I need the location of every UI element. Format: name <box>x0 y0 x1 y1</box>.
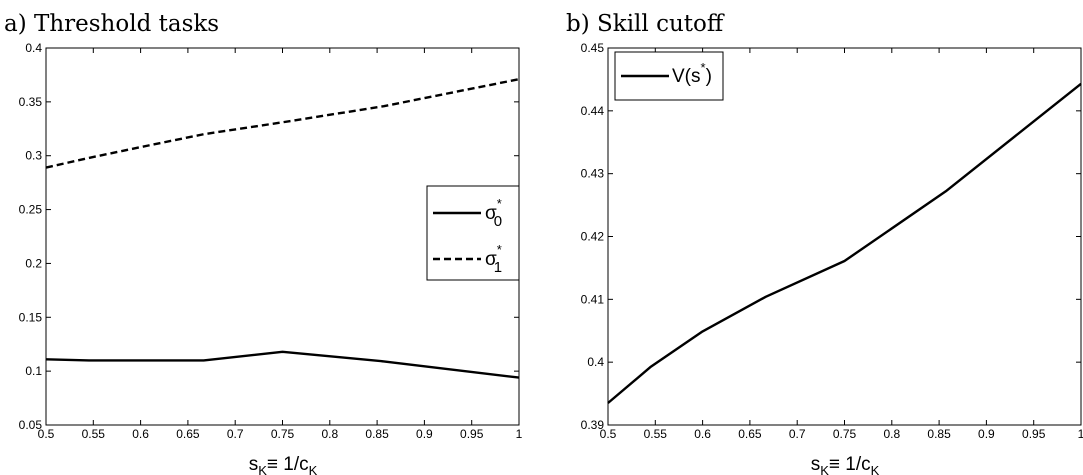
y-tick-label: 0.42 <box>581 230 605 244</box>
y-tick-label: 0.44 <box>581 104 605 118</box>
panel-b-axes: 0.5 0.55 0.6 0.65 0.7 0.75 0.8 0.85 0.9 0.95 1 0.39… <box>581 41 1083 441</box>
panel-b-title: b) Skill cutoff <box>566 11 725 37</box>
panel-b: b) Skill cutoff 0.5 0.55 0.6 0.65 0.7 0.75 0.8… <box>566 11 1083 475</box>
panel-b-frame <box>607 47 1082 426</box>
x-tick-label: 0.6 <box>132 427 149 441</box>
y-tick-label: 0.39 <box>581 418 605 432</box>
legend-label-v: V(s*) <box>672 60 712 87</box>
x-tick-label: 0.75 <box>833 427 857 441</box>
panel-a-legend: σ* 0 σ* 1 <box>426 185 520 281</box>
panel-b-xlabel: sK≡ 1/cK <box>811 454 880 475</box>
x-tick-label: 0.85 <box>927 427 951 441</box>
y-tick-label: 0.1 <box>25 364 42 378</box>
x-tick-label: 0.95 <box>1022 427 1046 441</box>
x-tick-label: 0.7 <box>227 427 244 441</box>
x-tick-label: 0.55 <box>644 427 668 441</box>
y-tick-label: 0.45 <box>581 41 605 55</box>
legend-label-sigma1: σ* 1 <box>485 242 502 276</box>
y-tick-label: 0.35 <box>19 95 43 109</box>
y-tick-label: 0.2 <box>25 256 42 270</box>
y-tick-label: 0.05 <box>19 418 43 432</box>
y-tick-label: 0.3 <box>25 149 42 163</box>
x-tick-label: 0.55 <box>82 427 106 441</box>
panel-b-legend: V(s*) <box>614 51 724 101</box>
x-tick-label: 0.7 <box>789 427 806 441</box>
x-tick-label: 0.65 <box>738 427 762 441</box>
x-tick-label: 0.5 <box>600 427 617 441</box>
series-line-b-0 <box>607 82 1082 404</box>
legend-label-sigma0: σ* 0 <box>485 196 502 230</box>
x-tick-label: 0.9 <box>416 427 433 441</box>
x-tick-label: 0.6 <box>694 427 711 441</box>
y-tick-label: 0.43 <box>581 167 605 181</box>
series-line-a-1 <box>45 78 520 169</box>
x-tick-label: 0.8 <box>321 427 338 441</box>
x-tick-label: 0.85 <box>365 427 389 441</box>
panel-a-title: a) Threshold tasks <box>4 11 219 37</box>
x-tick-label: 1 <box>1078 427 1083 441</box>
panel-b-series <box>607 82 1082 404</box>
x-tick-label: 0.8 <box>883 427 900 441</box>
y-tick-label: 0.15 <box>19 310 43 324</box>
panel-a: a) Threshold tasks 0.5 0.55 0.6 0.65 0.7 0.75… <box>4 11 523 475</box>
y-tick-label: 0.4 <box>587 355 604 369</box>
panel-a-xlabel: sK≡ 1/cK <box>249 454 318 475</box>
panel-a-series <box>45 78 520 379</box>
series-line-a-0 <box>45 350 520 379</box>
y-tick-label: 0.25 <box>19 203 43 217</box>
y-tick-label: 0.4 <box>25 41 42 55</box>
x-tick-label: 0.5 <box>38 427 55 441</box>
y-tick-label: 0.41 <box>581 292 605 306</box>
x-tick-label: 0.95 <box>460 427 484 441</box>
x-tick-label: 1 <box>516 427 523 441</box>
panel-a-axes: 0.5 0.55 0.6 0.65 0.7 0.75 0.8 0.85 0.9 0.95 1 0.05… <box>19 41 523 441</box>
x-tick-label: 0.65 <box>176 427 200 441</box>
x-tick-label: 0.9 <box>978 427 995 441</box>
panel-a-legend-box <box>426 185 520 281</box>
x-tick-label: 0.75 <box>271 427 295 441</box>
